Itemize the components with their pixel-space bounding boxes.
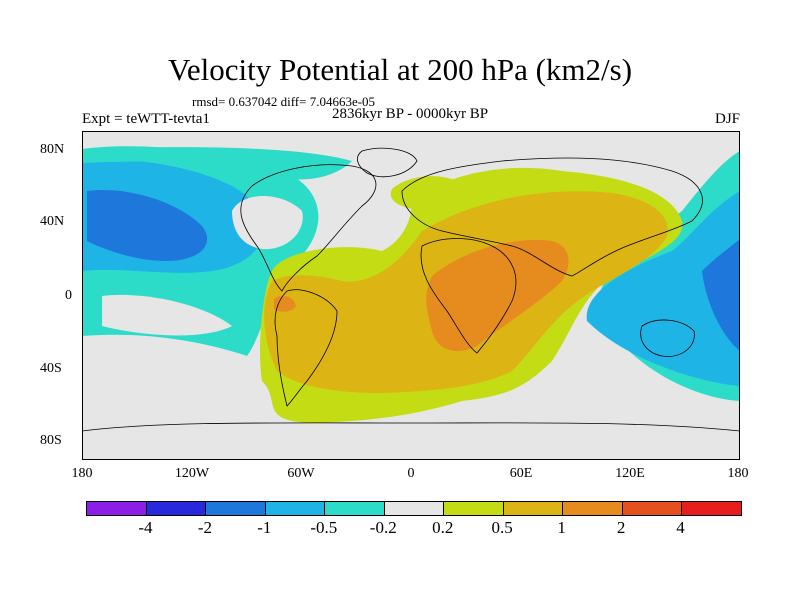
lat-tick-40s: 40S [40, 361, 62, 376]
season-label: DJF [714, 111, 740, 127]
colorbar [86, 501, 742, 516]
lon-tick-180-left: 180 [71, 466, 93, 481]
contour-neg-east-3 [702, 239, 740, 351]
lat-tick-80s: 80S [40, 433, 62, 448]
map-frame [82, 131, 740, 460]
colorbar-swatch [325, 502, 385, 515]
colorbar-label: -1 [257, 518, 272, 537]
colorbar-swatch [682, 502, 742, 515]
colorbar-label: -0.2 [369, 518, 397, 537]
colorbar-label: -4 [138, 518, 153, 537]
lon-tick-120w: 120W [174, 466, 210, 481]
contour-neg-pacific-west-3 [87, 190, 208, 261]
colorbar-label: 0.5 [491, 518, 513, 537]
lon-tick-60w: 60W [287, 466, 315, 481]
lon-tick-180-right: 180 [727, 466, 749, 481]
velocity-potential-map [82, 131, 740, 460]
colorbar-label: 0.2 [432, 518, 454, 537]
colorbar-label: -0.5 [310, 518, 338, 537]
colorbar-label: 2 [616, 518, 626, 537]
colorbar-label: 4 [676, 518, 685, 537]
colorbar-swatch [87, 502, 147, 515]
lat-tick-80n: 80N [40, 142, 65, 157]
colorbar-swatch [146, 502, 207, 515]
experiment-label: Expt = teWTT-tevta1 [82, 111, 210, 127]
colorbar-swatch [444, 502, 504, 515]
contour-zero-pacific [102, 294, 232, 336]
colorbar-swatch [384, 502, 445, 515]
colorbar-swatch [622, 502, 683, 515]
contour-pos-0.2-north [390, 176, 462, 209]
stats-line: rmsd= 0.637042 diff= 7.04663e-05 [192, 94, 376, 109]
colorbar-swatch [503, 502, 564, 515]
colorbar-swatch [265, 502, 326, 515]
colorbar-label: 1 [557, 518, 566, 537]
contour-pos-1-sa [274, 295, 296, 312]
contour-neg-east-2 [586, 191, 740, 386]
period-label: 2836kyr BP - 0000kyr BP [331, 106, 489, 122]
lon-tick-120e: 120E [615, 466, 645, 481]
lon-tick-0: 0 [407, 466, 415, 481]
lon-tick-60e: 60E [509, 466, 533, 481]
continent-outlines [82, 147, 740, 432]
colorbar-label: -2 [197, 518, 212, 537]
lat-tick-40n: 40N [40, 214, 65, 229]
colorbar-swatch [563, 502, 623, 515]
colorbar-swatch [206, 502, 266, 515]
lat-tick-0: 0 [65, 288, 72, 303]
contour-pos-1 [426, 240, 569, 351]
plot-title: Velocity Potential at 200 hPa (km2/s) [167, 52, 633, 87]
